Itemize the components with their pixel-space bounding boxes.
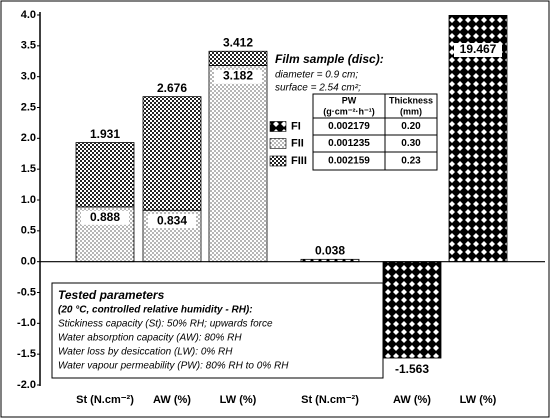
y-tick-label: 4.0: [21, 9, 36, 21]
total-label: 2.676: [157, 81, 187, 95]
table-cell: 0.20: [401, 121, 421, 132]
table-header: (g·cm⁻²·h⁻¹): [323, 106, 375, 116]
params-line: Water vapour permeability (PW): 80% RH t…: [58, 361, 289, 372]
x-tick-label: LW (%): [460, 394, 497, 406]
params-line: Water loss by desiccation (LW): 0% RH: [58, 347, 233, 358]
table-header: Thickness: [389, 95, 433, 105]
legend-swatch: [269, 138, 287, 149]
table-cell: 0.002179: [328, 121, 370, 132]
x-tick-label: St (N.cm⁻²): [301, 394, 359, 406]
legend-swatch: [269, 121, 287, 132]
film-box: Film sample (disc): diameter = 0.9 cm; s…: [275, 52, 384, 93]
bar-segment: [75, 142, 135, 208]
legend-label: FIII: [291, 155, 307, 167]
table-cell: 0.23: [401, 156, 421, 167]
x-tick-label: LW (%): [220, 394, 257, 406]
table-frame: [312, 93, 438, 171]
value-label: 0.834: [157, 213, 187, 227]
label-bg: [148, 214, 196, 229]
legend-label: FI: [291, 120, 301, 132]
y-tick-label: -2.0: [17, 379, 36, 391]
y-tick-label: 2.5: [21, 101, 36, 113]
y-tick-label: 1.5: [21, 163, 36, 175]
y-tick-label: -1.0: [17, 317, 36, 329]
film-line: surface = 2.54 cm²;: [275, 83, 361, 94]
y-tick-label: 0.5: [21, 225, 36, 237]
value-label: 0.038: [315, 243, 345, 257]
y-tick-label: -1.5: [17, 348, 36, 360]
x-tick-label: St (N.cm⁻²): [76, 394, 134, 406]
params-box: Tested parameters (20 °C, controlled rel…: [51, 282, 384, 379]
table-cell: 0.002159: [328, 156, 370, 167]
bar-segment: [208, 65, 268, 263]
label-bg: [214, 69, 262, 84]
y-tick-label: 2.0: [21, 132, 36, 144]
legend-label: FII: [291, 137, 304, 149]
bar-segment: [208, 50, 268, 66]
value-label: 0.888: [90, 210, 120, 224]
bar-segment: [142, 96, 202, 211]
value-label: 19.467: [460, 42, 497, 56]
params-line: Water absorption capacity (AW): 80% RH: [58, 333, 242, 344]
table-cell: 0.30: [401, 138, 421, 149]
y-tick-label: 1.0: [21, 194, 36, 206]
label-bg: [454, 43, 502, 57]
film-title: Film sample (disc):: [275, 52, 384, 66]
y-tick-label: 3.5: [21, 40, 36, 52]
legend-swatch: [269, 155, 287, 167]
total-label: 3.412: [223, 35, 253, 49]
table: PW (g·cm⁻²·h⁻¹) Thickness (mm): [312, 93, 438, 171]
table-header: (mm): [400, 106, 422, 116]
table-header: PW: [342, 95, 357, 105]
params-line: Stickiness capacity (St): 50% RH; upward…: [58, 319, 273, 330]
bar-segment: [382, 261, 442, 359]
x-tick-label: AW (%): [153, 394, 191, 406]
params-frame: [51, 282, 384, 379]
film-line: diameter = 0.9 cm;: [275, 70, 358, 81]
params-subtitle: (20 °C, controlled relative humidity - R…: [58, 305, 253, 316]
value-label: 3.182: [223, 69, 253, 83]
x-tick-label: AW (%): [393, 394, 431, 406]
value-label: -1.563: [395, 362, 429, 376]
y-tick-label: 0.0: [21, 256, 36, 268]
total-label: 1.931: [90, 127, 120, 141]
y-tick-label: 3.0: [21, 71, 36, 83]
bar-segment: [448, 15, 508, 263]
y-tick-label: -0.5: [17, 286, 36, 298]
label-bg: [81, 210, 129, 225]
params-title: Tested parameters: [58, 288, 165, 302]
table-cell: 0.001235: [328, 138, 370, 149]
